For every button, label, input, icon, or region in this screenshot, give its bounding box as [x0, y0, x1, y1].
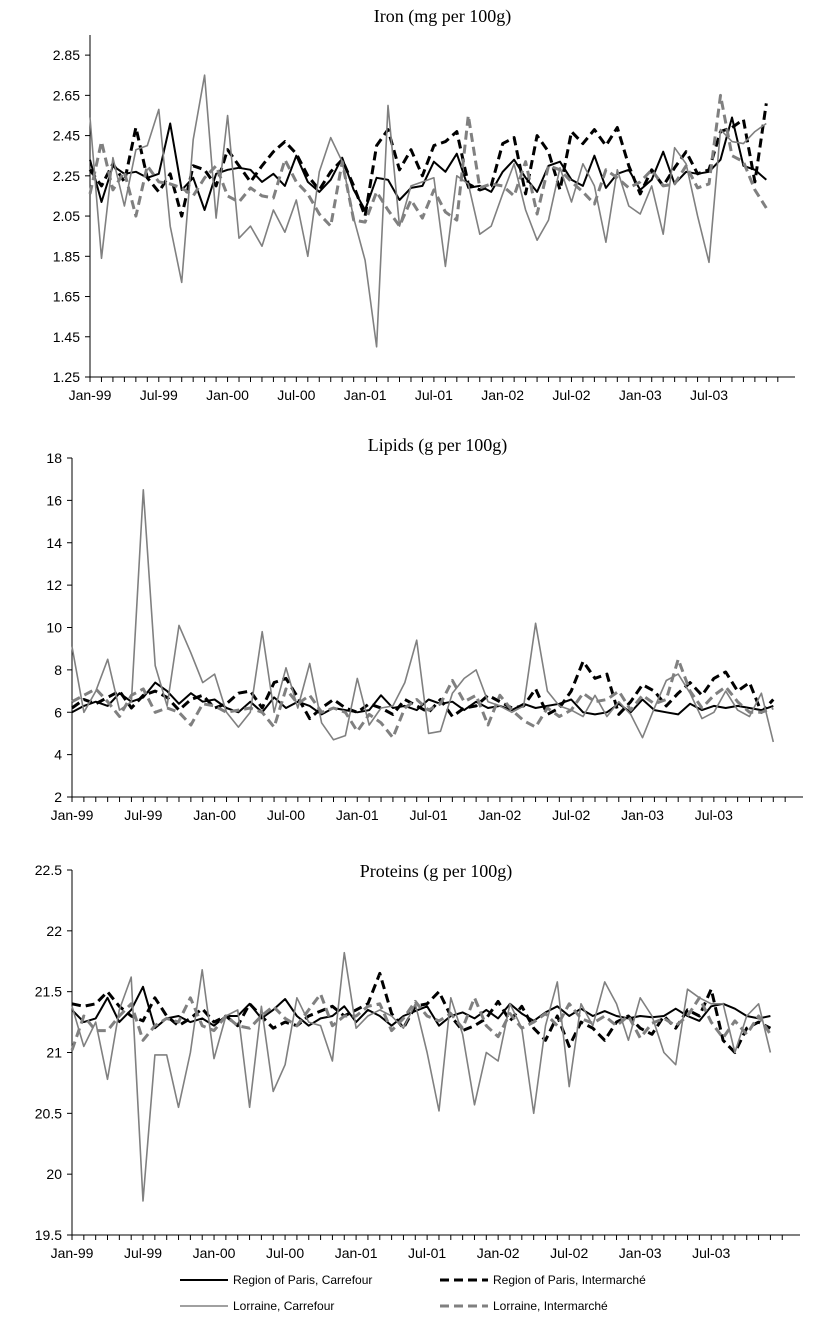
proteins-chart: Proteins (g per 100g) 19.5 20 20.5 21 21.5 22 2… [35, 861, 800, 1261]
x-tick-label: Jan-02 [481, 387, 524, 403]
x-tick-label: Jul-02 [552, 387, 590, 403]
y-tick-label: 2.65 [53, 87, 80, 103]
y-tick-label: 14 [46, 535, 62, 551]
y-tick-label: 1.85 [53, 248, 80, 264]
lipids-chart: Lipids (g per 100g) 2 4 6 8 10 12 14 16 18 Jan-99 J… [46, 435, 803, 823]
y-tick-label: 20 [46, 1166, 62, 1182]
x-tick-label: Jul-99 [124, 807, 162, 823]
series-line-lorraine-carrefour [89, 74, 767, 348]
x-tick-label: Jan-03 [621, 807, 664, 823]
x-tick-label: Jan-00 [193, 807, 236, 823]
x-tick-label: Jan-03 [619, 387, 662, 403]
y-tick-label: 12 [46, 577, 62, 593]
series-line-lorraine-intermarche [88, 93, 768, 228]
series-line-paris-intermarche [71, 659, 775, 721]
y-tick-label: 2 [54, 789, 62, 805]
x-tick-label: Jul-02 [550, 1245, 588, 1261]
x-tick-label: Jul-00 [266, 1245, 304, 1261]
y-tick-label: 16 [46, 492, 62, 508]
x-tick-label: Jul-00 [267, 807, 305, 823]
series-line-lorraine-intermarche [71, 657, 774, 740]
legend-label-paris-carrefour: Region of Paris, Carrefour [233, 1273, 372, 1287]
series-line-paris-intermarche [71, 971, 772, 1054]
x-tick-label: Jul-02 [552, 807, 590, 823]
series-line-lorraine-carrefour [71, 488, 775, 743]
y-tick-label: 22.5 [35, 862, 62, 878]
x-tick-label: Jan-02 [477, 1245, 520, 1261]
y-tick-label: 2.85 [53, 47, 80, 63]
y-tick-label: 10 [46, 620, 62, 636]
y-tick-label: 1.65 [53, 289, 80, 305]
y-tick-label: 19.5 [35, 1227, 62, 1243]
x-tick-label: Jan-99 [51, 1245, 94, 1261]
y-tick-label: 6 [54, 704, 62, 720]
legend-label-paris-intermarche: Region of Paris, Intermarché [493, 1273, 646, 1287]
iron-chart: Iron (mg per 100g) 1.25 1.45 1.65 1.85 2.05 2.… [53, 6, 795, 403]
y-tick-label: 18 [46, 450, 62, 466]
y-tick-label: 8 [54, 662, 62, 678]
x-tick-label: Jan-01 [344, 387, 387, 403]
chart-title: Iron (mg per 100g) [374, 6, 511, 27]
series-line-lorraine-intermarche [70, 992, 772, 1051]
x-tick-label: Jan-03 [619, 1245, 662, 1261]
x-tick-label: Jul-03 [695, 807, 733, 823]
x-tick-label: Jan-02 [478, 807, 521, 823]
legend: Region of Paris, Carrefour Region of Pari… [180, 1273, 646, 1313]
y-tick-label: 21 [46, 1045, 62, 1061]
legend-label-lorraine-intermarche: Lorraine, Intermarché [493, 1299, 608, 1313]
y-tick-label: 20.5 [35, 1105, 62, 1121]
series-line-lorraine-carrefour [71, 951, 772, 1202]
x-tick-label: Jul-03 [692, 1245, 730, 1261]
y-tick-label: 1.45 [53, 329, 80, 345]
x-tick-label: Jul-99 [124, 1245, 162, 1261]
y-tick-label: 2.25 [53, 168, 80, 184]
x-tick-label: Jan-01 [335, 1245, 378, 1261]
x-tick-label: Jul-01 [408, 1245, 446, 1261]
y-tick-label: 21.5 [35, 984, 62, 1000]
y-tick-label: 1.25 [53, 369, 80, 385]
series-line-paris-carrefour [89, 116, 767, 211]
x-tick-label: Jan-00 [193, 1245, 236, 1261]
legend-label-lorraine-carrefour: Lorraine, Carrefour [233, 1299, 334, 1313]
x-tick-label: Jan-99 [69, 387, 112, 403]
y-tick-label: 2.05 [53, 208, 80, 224]
chart-title: Lipids (g per 100g) [368, 435, 507, 456]
x-tick-label: Jul-99 [140, 387, 178, 403]
x-tick-label: Jan-00 [206, 387, 249, 403]
x-tick-label: Jul-00 [277, 387, 315, 403]
x-tick-label: Jan-99 [51, 807, 94, 823]
x-tick-label: Jan-01 [336, 807, 379, 823]
x-tick-label: Jul-01 [410, 807, 448, 823]
y-tick-label: 22 [46, 923, 62, 939]
x-tick-label: Jul-01 [415, 387, 453, 403]
y-tick-label: 2.45 [53, 128, 80, 144]
y-tick-label: 4 [54, 747, 62, 763]
x-tick-label: Jul-03 [690, 387, 728, 403]
chart-title: Proteins (g per 100g) [360, 861, 512, 882]
